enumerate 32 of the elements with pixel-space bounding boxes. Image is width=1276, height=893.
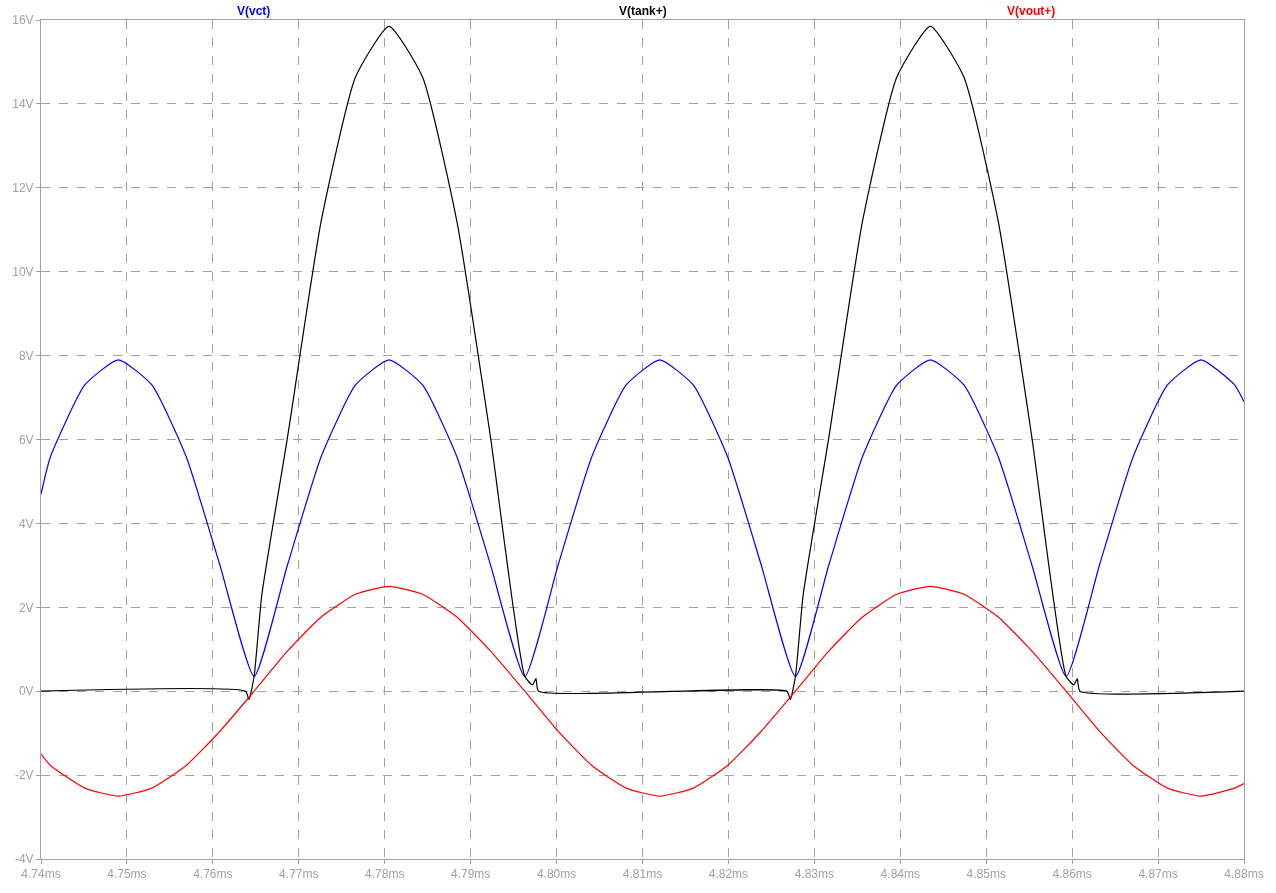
x-tick-label: 4.85ms bbox=[966, 867, 1006, 882]
x-tick-label: 4.83ms bbox=[794, 867, 835, 882]
line-series bbox=[41, 585, 1244, 797]
x-tick-label: 4.80ms bbox=[536, 867, 577, 882]
text: V(tank+) bbox=[619, 4, 667, 18]
x-tick-label: 4.84ms bbox=[880, 867, 920, 882]
y-tick-label: 4V bbox=[18, 516, 34, 531]
x-tick-label: 4.81ms bbox=[622, 867, 663, 882]
text: V(vct) bbox=[237, 4, 271, 18]
x-tick-label: 4.88ms bbox=[1224, 867, 1264, 882]
x-tick-label: 4.79ms bbox=[450, 867, 491, 882]
x-tick-label: 4.78ms bbox=[365, 867, 405, 882]
y-tick-label: -4V bbox=[14, 852, 34, 867]
x-tick-label: 4.82ms bbox=[708, 867, 749, 882]
y-tick-label: 0V bbox=[18, 684, 34, 699]
x-tick-label: 4.77ms bbox=[279, 867, 319, 882]
y-tick-label: 14V bbox=[12, 97, 34, 112]
y-tick-label: 10V bbox=[12, 264, 34, 279]
y-tick-label: 8V bbox=[18, 348, 34, 363]
y-tick-label: 12V bbox=[12, 181, 34, 195]
text: V(vout+) bbox=[1007, 4, 1056, 18]
line-series bbox=[41, 359, 1244, 678]
x-tick-label: 4.86ms bbox=[1052, 867, 1092, 882]
y-tick-label: 2V bbox=[18, 600, 34, 615]
y-tick-label: 16V bbox=[12, 13, 34, 28]
x-tick-label: 4.75ms bbox=[107, 867, 147, 882]
y-tick-label: -2V bbox=[14, 768, 34, 783]
line-series bbox=[41, 25, 1244, 701]
x-tick-label: 4.74ms bbox=[21, 867, 61, 882]
x-tick-label: 4.87ms bbox=[1138, 867, 1178, 882]
y-tick-label: 6V bbox=[18, 432, 34, 447]
x-tick-label: 4.76ms bbox=[193, 867, 233, 882]
